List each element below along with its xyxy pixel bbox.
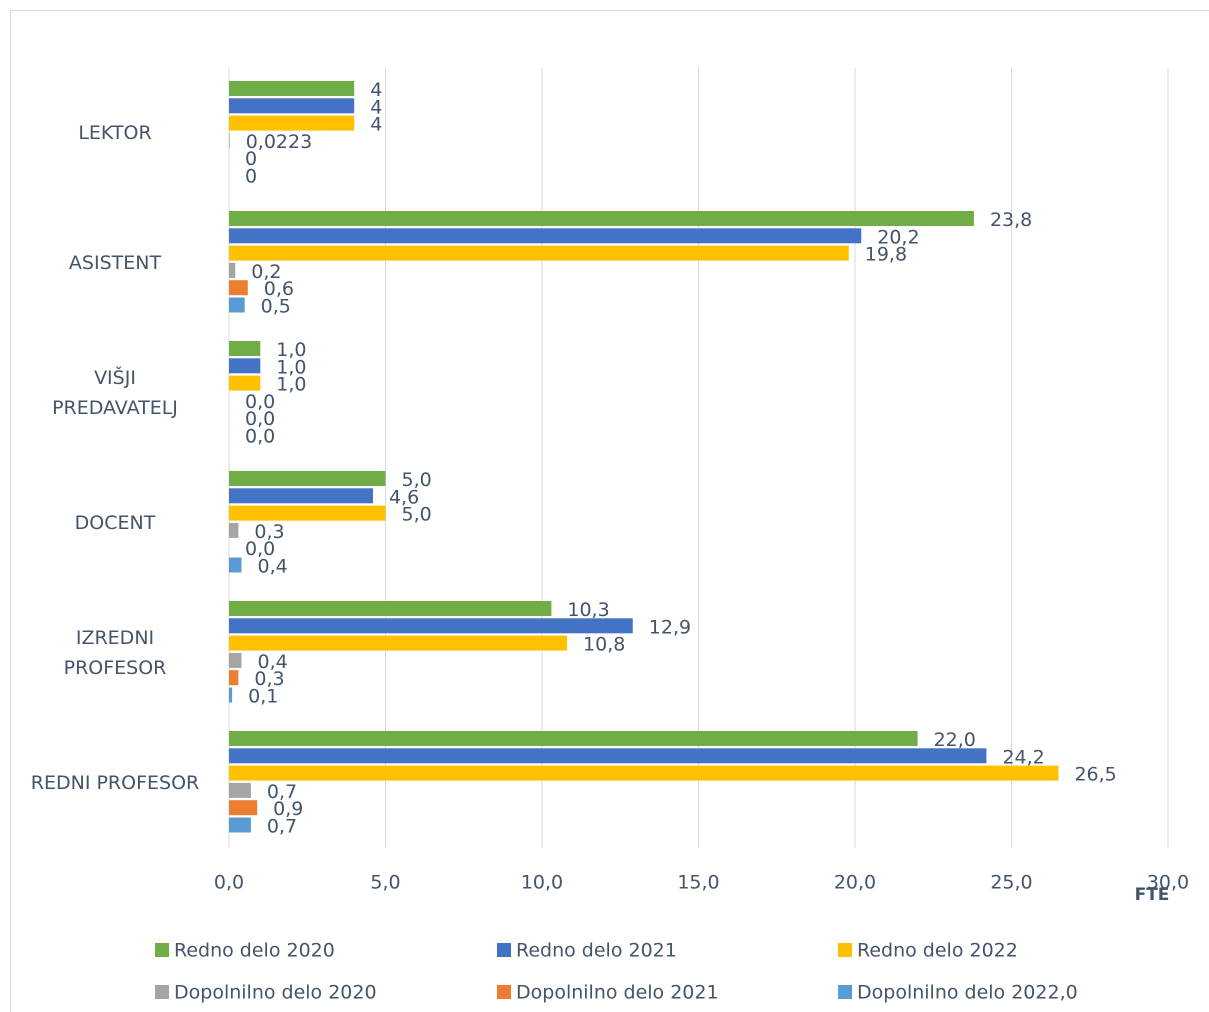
data-label: 19,8 [865,244,907,266]
data-label: 10,3 [567,599,609,621]
bar [229,375,261,391]
data-label: 4 [370,96,382,118]
legend-label: Dopolnilno delo 2022,0 [857,982,1078,1004]
data-label: 4 [370,79,382,101]
data-label: 0,0 [245,391,275,413]
bar [229,505,386,521]
data-label: 4,6 [389,486,419,508]
data-label: 1,0 [276,374,306,396]
category-label: LEKTOR [78,122,152,144]
bar [229,601,552,616]
bar [229,522,239,538]
legend-swatch [155,985,169,999]
bar [229,800,258,816]
bar [229,471,386,486]
bar [229,245,849,261]
data-label: 0,6 [264,278,294,300]
data-label: 0,9 [273,798,303,820]
bar [229,687,233,703]
x-tick-label: 0,0 [214,872,244,894]
category-label: ASISTENT [68,252,162,274]
data-label: 0,3 [254,668,284,690]
legend-swatch [838,985,852,999]
bar [229,765,1059,781]
data-label: 0,4 [258,651,288,673]
legend-label: Dopolnilno delo 2021 [516,982,719,1004]
legend-swatch [155,943,169,957]
data-label: 0,2 [251,261,281,283]
bar [229,262,236,278]
bar [229,635,568,651]
data-label: 0,0 [245,538,275,560]
data-label: 0,0 [245,426,275,448]
bar [229,228,862,244]
x-axis-label: FTE [1135,885,1170,905]
data-label: 0,1 [248,686,278,708]
legend-swatch [497,985,511,999]
data-label: 22,0 [934,729,976,751]
bar [229,488,373,504]
data-label: 5,0 [402,469,432,491]
bar [229,280,248,296]
data-label: 10,8 [583,634,625,656]
bar [229,358,261,374]
legend-swatch [497,943,511,957]
category-label: IZREDNI PROFESOR [63,627,167,679]
x-tick-label: 30,0 [1147,872,1189,894]
category-label: REDNI PROFESOR [30,772,200,794]
bar [229,731,918,746]
bar [229,132,230,148]
data-label: 0,7 [267,816,297,838]
legend-label: Redno delo 2022 [857,940,1018,962]
chart-border [10,10,1209,1012]
x-tick-label: 5,0 [370,872,400,894]
bar [229,782,251,798]
data-label: 20,2 [877,226,919,248]
x-tick-label: 15,0 [677,872,719,894]
category-label: VIŠJI PREDAVATELJ [52,367,178,419]
bar [229,670,239,686]
category-label: DOCENT [74,512,156,534]
data-label: 0 [245,166,257,188]
bar [229,817,251,833]
bar [229,98,355,114]
data-label: 26,5 [1074,764,1116,786]
data-label: 0,0 [245,408,275,430]
bar [229,211,974,226]
data-label: 24,2 [1002,746,1044,768]
data-label: 0,4 [258,556,288,578]
data-label: 0,3 [254,521,284,543]
data-label: 1,0 [276,356,306,378]
data-label: 4 [370,114,382,136]
data-label: 1,0 [276,339,306,361]
bar [229,618,633,634]
legend-label: Dopolnilno delo 2020 [174,982,377,1004]
data-label: 12,9 [649,616,691,638]
bar [229,341,261,356]
x-tick-label: 10,0 [521,872,563,894]
bar [229,557,242,573]
bar [229,297,245,313]
legend-label: Redno delo 2021 [516,940,677,962]
legend-swatch [838,943,852,957]
data-label: 0,5 [261,296,291,318]
x-tick-label: 20,0 [834,872,876,894]
data-label: 23,8 [990,209,1032,231]
data-label: 0,7 [267,781,297,803]
data-label: 5,0 [402,504,432,526]
x-tick-label: 25,0 [990,872,1032,894]
bar [229,652,242,668]
bar [229,115,355,131]
data-label: 0,0223 [246,131,312,153]
legend-label: Redno delo 2020 [174,940,335,962]
data-label: 0 [245,148,257,170]
bar [229,748,987,764]
bar [229,81,355,96]
